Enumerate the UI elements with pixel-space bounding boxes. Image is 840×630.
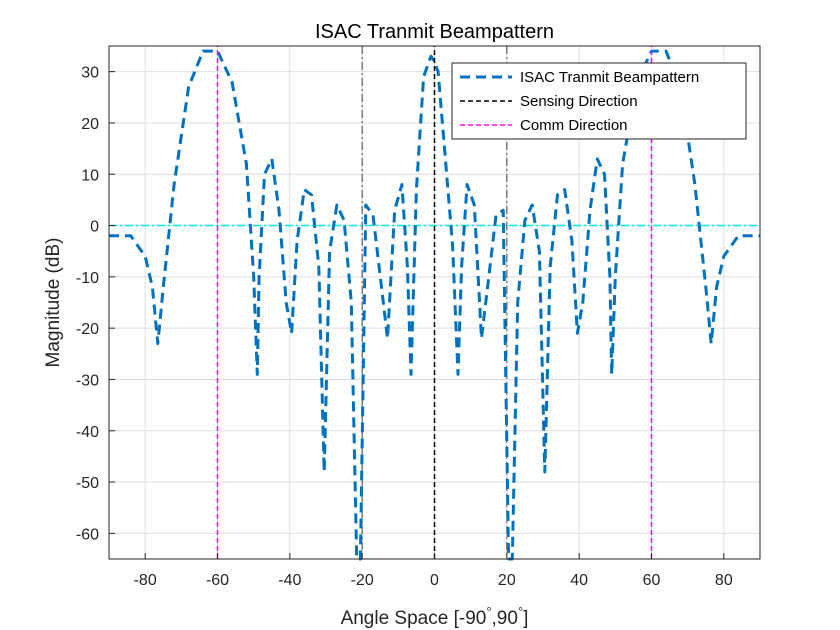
x-axis-label-end: ] — [523, 608, 528, 629]
y-tick-label: 0 — [90, 219, 99, 236]
legend-label: Comm Direction — [520, 117, 628, 134]
x-tick-label: 40 — [570, 572, 588, 589]
y-tick-label: -20 — [76, 321, 99, 338]
x-tick-label: -20 — [351, 572, 374, 589]
legend-label: Sensing Direction — [520, 93, 638, 110]
x-axis-label-mid: ,90 — [492, 608, 518, 629]
y-tick-label: -30 — [76, 372, 99, 389]
x-tick-label: 0 — [430, 572, 439, 589]
x-axis-degree-2: ° — [518, 604, 523, 619]
chart-title: ISAC Tranmit Beampattern — [315, 21, 554, 43]
x-tick-label: 20 — [498, 572, 516, 589]
ticks: -80 -60 -40 -20 0 20 40 60 80 30 20 10 0 -10 -20 -30 -40… — [76, 65, 733, 589]
x-tick-label: 80 — [715, 572, 733, 589]
y-tick-label: -10 — [76, 270, 99, 287]
x-axis-degree-1: ° — [486, 604, 491, 619]
series-line-beampattern — [109, 49, 760, 561]
y-tick-label: 30 — [81, 65, 99, 82]
x-axis-label-start: Angle Space [-90 — [341, 608, 487, 629]
y-tick-label: -50 — [76, 475, 99, 492]
x-tick-label: -80 — [134, 572, 157, 589]
legend: ISAC Tranmit Beampattern Sensing Directio… — [451, 62, 747, 140]
legend-label: ISAC Tranmit Beampattern — [520, 69, 699, 86]
x-axis-label: Angle Space [-90°,90°] — [341, 604, 529, 629]
x-tick-label: 60 — [643, 572, 661, 589]
y-tick-label: 10 — [81, 167, 99, 184]
x-tick-label: -40 — [278, 572, 301, 589]
legend-items: ISAC Tranmit Beampattern Sensing Directio… — [460, 69, 699, 134]
y-axis-label: Magnitude (dB) — [43, 238, 64, 368]
x-tick-label: -60 — [206, 572, 229, 589]
y-tick-label: 20 — [81, 116, 99, 133]
y-tick-label: -40 — [76, 424, 99, 441]
y-tick-label: -60 — [76, 526, 99, 543]
